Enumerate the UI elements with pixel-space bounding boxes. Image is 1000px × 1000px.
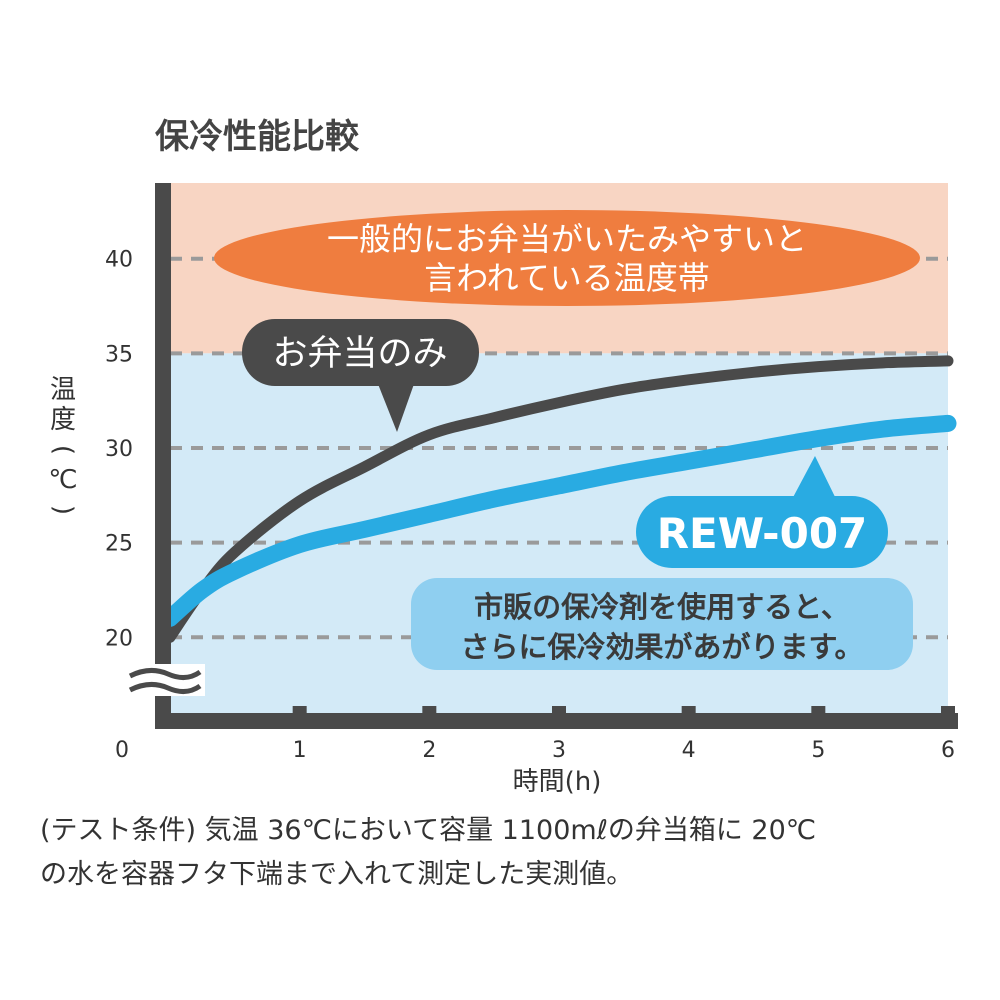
rew-callout-label: REW-007 <box>657 509 868 558</box>
series-line-rew-007 <box>161 414 957 627</box>
y-tick-label-35: 35 <box>105 342 133 367</box>
y-axis-line <box>155 183 171 729</box>
y-axis-label-char-3: ℃ <box>48 465 77 495</box>
rew-callout-pointer <box>790 456 838 503</box>
series-line-bento-only <box>164 355 954 643</box>
x-axis-label: 時間(h) <box>513 767 602 797</box>
y-axis-label-char-4: ) <box>48 505 78 515</box>
axis-break-mark-2 <box>128 682 202 694</box>
series-lines <box>161 355 957 643</box>
cooling-note-line-1: 市販の保冷剤を使用すると、 <box>474 590 850 624</box>
y-ticks: 20 25 30 35 40 <box>105 248 133 652</box>
cooling-note-bg <box>411 578 913 670</box>
danger-band-label-line-2: 言われている温度帯 <box>424 259 709 297</box>
y-tick-label-20: 20 <box>105 626 133 651</box>
x-tick-mark-3 <box>552 706 566 716</box>
y-tick-label-40: 40 <box>105 248 133 273</box>
rew-callout: REW-007 <box>636 456 888 568</box>
bento-only-callout: お弁当のみ <box>242 319 479 432</box>
cooling-note: 市販の保冷剤を使用すると、 さらに保冷効果があがります。 <box>411 578 913 670</box>
y-axis-label-char-2: ( <box>48 445 78 455</box>
y-tick-label-30: 30 <box>105 437 133 462</box>
rew-callout-bg <box>636 496 888 568</box>
x-tick-label-4: 4 <box>682 738 696 763</box>
bento-only-callout-pointer <box>378 384 414 432</box>
cooling-note-line-2: さらに保冷効果があがります。 <box>460 630 863 664</box>
x-tick-label-5: 5 <box>811 738 825 763</box>
danger-band-callout: 一般的にお弁当がいたみやすいと 言われている温度帯 <box>214 210 920 306</box>
x-tick-mark-2 <box>422 706 437 716</box>
bento-only-callout-bg <box>242 319 479 386</box>
chart-title: 保冷性能比較 <box>155 117 360 157</box>
x-tick-label-0: 0 <box>115 738 129 763</box>
x-tick-mark-5 <box>811 706 826 716</box>
x-tick-mark-1 <box>292 706 307 716</box>
danger-band-label-line-1: 一般的にお弁当がいたみやすいと <box>327 220 807 258</box>
y-axis-label: 温度 ( ℃) <box>48 375 78 515</box>
x-tick-label-2: 2 <box>422 738 436 763</box>
y-tick-label-25: 25 <box>105 532 133 557</box>
y-axis-label-char-1: 度 <box>50 405 76 435</box>
x-tick-label-1: 1 <box>293 738 307 763</box>
test-conditions-line-1: (テスト条件) 気温 36℃において容量 1100mℓの弁当箱に 20℃ <box>40 815 816 846</box>
test-conditions-line-2: の水を容器フタ下端まで入れて測定した実測値。 <box>40 859 633 890</box>
x-tick-label-6: 6 <box>941 738 955 763</box>
y-axis-label-char-0: 温 <box>50 375 76 405</box>
x-ticks: 0 1 2 3 4 5 6 <box>115 706 955 763</box>
x-tick-mark-4 <box>681 706 696 716</box>
x-tick-label-3: 3 <box>552 738 566 763</box>
x-tick-mark-6 <box>941 706 955 716</box>
x-axis-line <box>155 713 958 729</box>
bento-only-callout-label: お弁当のみ <box>272 334 447 374</box>
axis-break-mark-1 <box>128 668 202 680</box>
axes <box>125 183 958 729</box>
danger-band-label-bg <box>214 210 920 306</box>
